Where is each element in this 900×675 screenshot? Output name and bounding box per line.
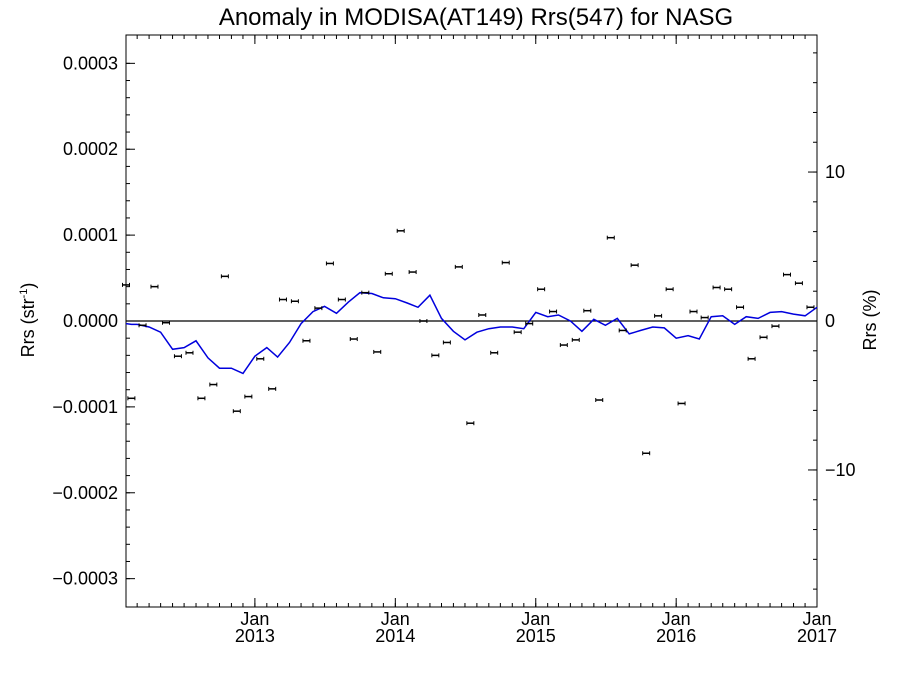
data-point xyxy=(431,353,440,358)
x-tick-month-label: Jan xyxy=(381,609,410,629)
x-tick-year-label: 2016 xyxy=(656,626,696,646)
data-point xyxy=(454,264,463,269)
data-point xyxy=(549,309,558,314)
data-point xyxy=(606,235,615,240)
data-point xyxy=(185,350,194,355)
data-point xyxy=(220,274,229,279)
data-point xyxy=(782,272,791,277)
data-point xyxy=(794,281,803,286)
data-point xyxy=(408,270,417,275)
x-tick-year-label: 2017 xyxy=(797,626,837,646)
y-tick-label: 0.0001 xyxy=(63,225,118,245)
data-point xyxy=(209,382,218,387)
data-point xyxy=(122,282,130,287)
data-point xyxy=(349,337,358,342)
data-point xyxy=(583,308,592,313)
data-point xyxy=(361,290,370,295)
data-point xyxy=(630,263,639,268)
y-tick-label: −0.0001 xyxy=(52,397,118,417)
data-point xyxy=(642,451,651,456)
x-tick-month-label: Jan xyxy=(802,609,831,629)
data-point xyxy=(759,335,768,340)
data-point xyxy=(314,306,323,311)
data-point xyxy=(654,313,663,318)
data-point xyxy=(525,321,534,326)
data-point xyxy=(677,401,686,406)
y-tick-label: −0.0003 xyxy=(52,569,118,589)
y-tick-label: 0.0002 xyxy=(63,139,118,159)
y-axis-ticks: 0.0003 0.0002 0.0001 0.0000 −0.0001 −0.0002 −0… xyxy=(52,53,135,589)
y-axis-label: Rrs (str-1) xyxy=(18,283,38,358)
y-right-tick-label: 10 xyxy=(825,162,845,182)
x-tick-month-label: Jan xyxy=(240,609,269,629)
y-tick-label: 0.0000 xyxy=(63,311,118,331)
data-point xyxy=(806,305,815,310)
data-point xyxy=(559,343,568,348)
data-point xyxy=(537,287,546,292)
x-tick-month-label: Jan xyxy=(662,609,691,629)
data-point xyxy=(278,297,287,302)
data-point xyxy=(373,349,382,354)
data-point xyxy=(419,319,428,323)
data-point xyxy=(290,299,299,304)
data-point xyxy=(771,324,780,329)
data-point xyxy=(162,320,171,325)
data-point xyxy=(618,328,627,333)
data-point xyxy=(700,315,709,320)
data-point xyxy=(138,323,147,328)
data-point xyxy=(501,260,510,265)
data-point xyxy=(442,340,451,345)
y-axis-right-ticks: 10 0 −10 xyxy=(808,52,856,590)
data-point xyxy=(244,394,253,399)
data-point xyxy=(302,338,311,343)
data-point xyxy=(712,285,721,290)
y-axis-right-label: Rrs (%) xyxy=(860,290,880,351)
data-point xyxy=(197,396,206,401)
chart-title: Anomaly in MODISA(AT149) Rrs(547) for NA… xyxy=(219,4,733,31)
data-point xyxy=(396,228,405,233)
y-tick-label: 0.0003 xyxy=(63,53,118,73)
data-point xyxy=(490,350,499,355)
data-point xyxy=(466,421,475,426)
data-point xyxy=(571,337,580,342)
y-right-tick-label: 0 xyxy=(825,311,835,331)
data-point xyxy=(736,305,745,310)
data-point xyxy=(150,284,159,289)
y-tick-label: −0.0002 xyxy=(52,483,118,503)
x-tick-month-label: Jan xyxy=(521,609,550,629)
data-point xyxy=(268,386,277,391)
x-tick-year-label: 2014 xyxy=(375,626,415,646)
data-point xyxy=(337,297,346,302)
data-point xyxy=(513,330,522,335)
data-point xyxy=(747,356,756,361)
y-right-tick-label: −10 xyxy=(825,460,856,480)
x-tick-year-label: 2015 xyxy=(516,626,556,646)
series-group xyxy=(122,228,818,456)
data-point xyxy=(173,354,182,359)
data-point xyxy=(232,409,241,414)
x-tick-year-label: 2013 xyxy=(235,626,275,646)
anomaly-line xyxy=(125,291,818,375)
data-point xyxy=(384,271,393,276)
data-point xyxy=(256,356,265,361)
data-point xyxy=(127,396,136,401)
data-point xyxy=(665,287,674,292)
data-point xyxy=(325,261,334,266)
data-point xyxy=(595,398,604,403)
data-point xyxy=(478,312,487,317)
data-point xyxy=(689,309,698,314)
data-point xyxy=(724,287,733,292)
